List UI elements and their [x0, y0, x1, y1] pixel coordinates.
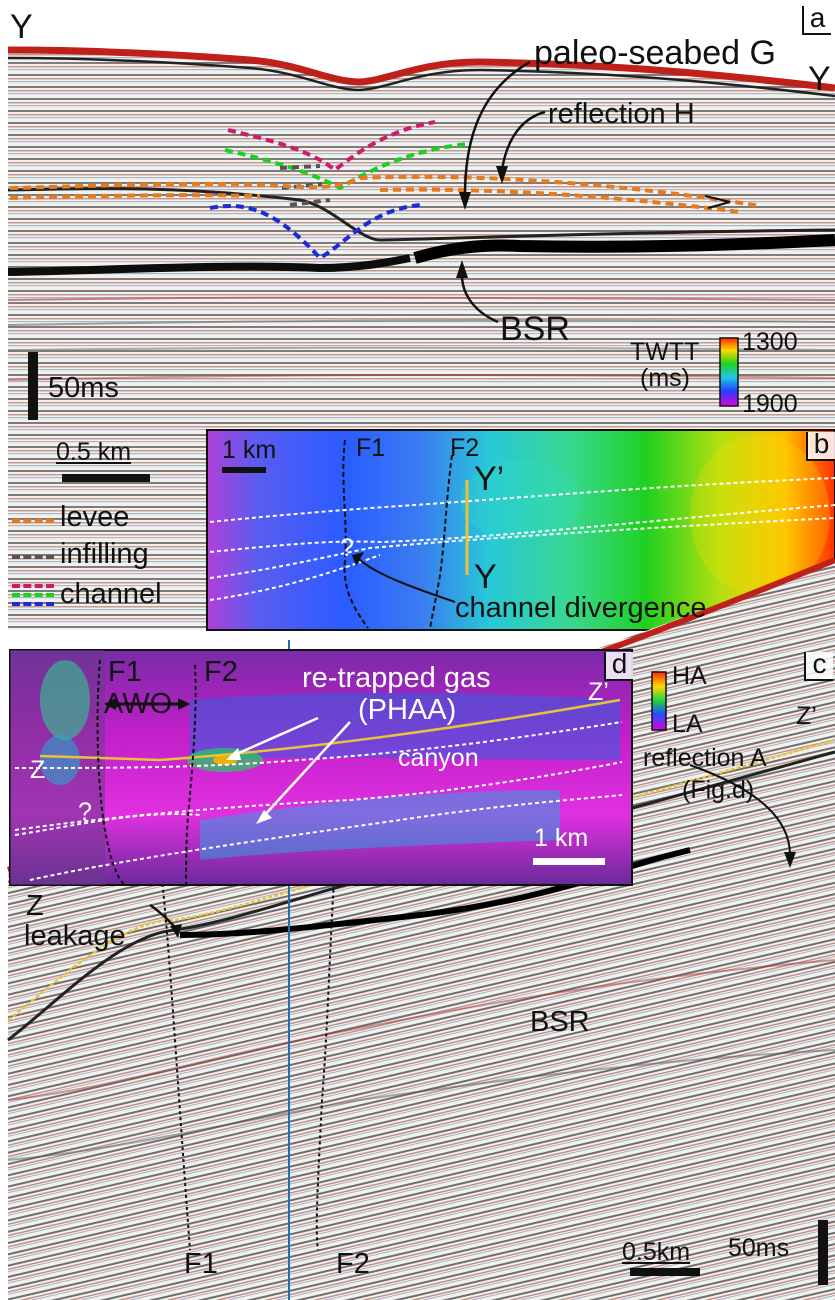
panel-b-line-start: Y: [474, 558, 497, 596]
legend-channel-swatch-magenta: [12, 584, 54, 588]
panel-b-line-end: Y’: [474, 460, 505, 498]
panel-a-reflection-h-label: reflection H: [548, 98, 695, 130]
panel-b-fault2-label: F2: [450, 434, 480, 462]
panel-b-letter: b: [806, 430, 835, 461]
panel-d-fault2-label: F2: [204, 656, 238, 688]
amplitude-colorbar: [651, 671, 667, 731]
panel-b-map: [206, 429, 835, 631]
panel-d-scale-label: 1 km: [534, 824, 589, 852]
panel-b-fault1-label: F1: [356, 434, 386, 462]
panel-b-scale-bar: [222, 467, 266, 473]
twtt-colorbar-min: 1900: [742, 390, 798, 418]
panel-d-awo-label: AWO: [104, 688, 173, 720]
panel-c-line-end: Z’: [796, 702, 817, 730]
twtt-colorbar-max: 1300: [742, 328, 798, 356]
legend-levee-label: levee: [60, 501, 130, 533]
legend-channel-swatch-blue: [12, 602, 54, 606]
panel-a-levee-upper: [9, 174, 761, 208]
panel-a-vertical-scale-label: 50ms: [48, 372, 119, 404]
panel-c-vertical-scale-bar: [818, 1220, 828, 1285]
panel-d-gas-label: re-trapped gas: [302, 662, 491, 694]
panel-a-paleo-seabed-label: paleo-seabed G: [534, 34, 776, 72]
panel-c-fault2-label: F2: [336, 1248, 370, 1280]
panel-a-letter: a: [802, 4, 831, 35]
panel-c-letter: c: [804, 650, 833, 681]
panel-d-fault1-label: F1: [108, 656, 142, 688]
panel-a-vertical-scale-bar: [28, 352, 38, 420]
panel-a-channel-magenta: [227, 120, 436, 173]
panel-d-line-end: Z’: [588, 678, 609, 706]
legend-levee-swatch: [12, 519, 54, 523]
twtt-colorbar: [719, 337, 739, 407]
panel-b-scale-label: 1 km: [222, 436, 277, 464]
panel-c-fault1-label: F1: [184, 1248, 218, 1280]
twtt-colorbar-unit: (ms): [640, 364, 690, 392]
twtt-colorbar-title: TWTT: [630, 338, 700, 366]
legend-infilling-swatch: [12, 555, 54, 559]
legend-channel-label: channel: [60, 578, 162, 610]
panel-a-bsr-reflector: [413, 234, 835, 264]
panel-d-letter: d: [604, 650, 633, 681]
panel-d-scale-bar: [533, 858, 605, 865]
amplitude-colorbar-bottom: LA: [672, 710, 703, 738]
panel-c-bsr-reflector: [179, 847, 691, 938]
panel-d-phaa-label: (PHAA): [358, 694, 457, 726]
panel-a-profile-start: Y: [10, 8, 33, 46]
panel-c-reflection-a-figref: (Fig.d): [682, 776, 755, 804]
panel-c-line-start: Z: [26, 890, 44, 922]
panel-c-horizontal-scale-label: 0.5km: [622, 1238, 691, 1266]
panel-a-horizontal-scale-label: 0.5 km: [56, 438, 132, 466]
amplitude-colorbar-top: HA: [672, 662, 707, 690]
panel-d-line-start: Z: [30, 756, 46, 784]
panel-a-horizontal-scale-bar: [62, 474, 150, 482]
legend-infilling-label: infilling: [60, 538, 149, 570]
panel-a-bsr-label: BSR: [500, 310, 570, 348]
legend-channel-swatch-green: [12, 593, 54, 597]
panel-a-channel-green: [224, 142, 469, 191]
panel-c-leakage-label: leakage: [24, 920, 126, 952]
panel-a-dark-reflector: [7, 254, 411, 276]
panel-c-vertical-scale-label: 50ms: [728, 1234, 790, 1262]
panel-c-bsr-label: BSR: [530, 1006, 590, 1038]
panel-b-question: ?: [340, 534, 354, 562]
panel-b-divergence-label: channel divergence: [455, 592, 707, 624]
panel-a-seabed-reflector: [7, 46, 835, 92]
panel-d-question: ?: [78, 798, 92, 826]
panel-a-profile-end: Y: [808, 60, 831, 98]
panel-c-horizontal-scale-bar: [630, 1268, 700, 1276]
panel-d-canyon-label: canyon: [398, 744, 479, 772]
panel-c-reflection-a-label: reflection A: [643, 744, 767, 772]
panel-a-channel-blue: [209, 203, 421, 261]
panel-d-profile-line: [39, 698, 621, 762]
panel-a-levee-lower: [9, 187, 741, 214]
